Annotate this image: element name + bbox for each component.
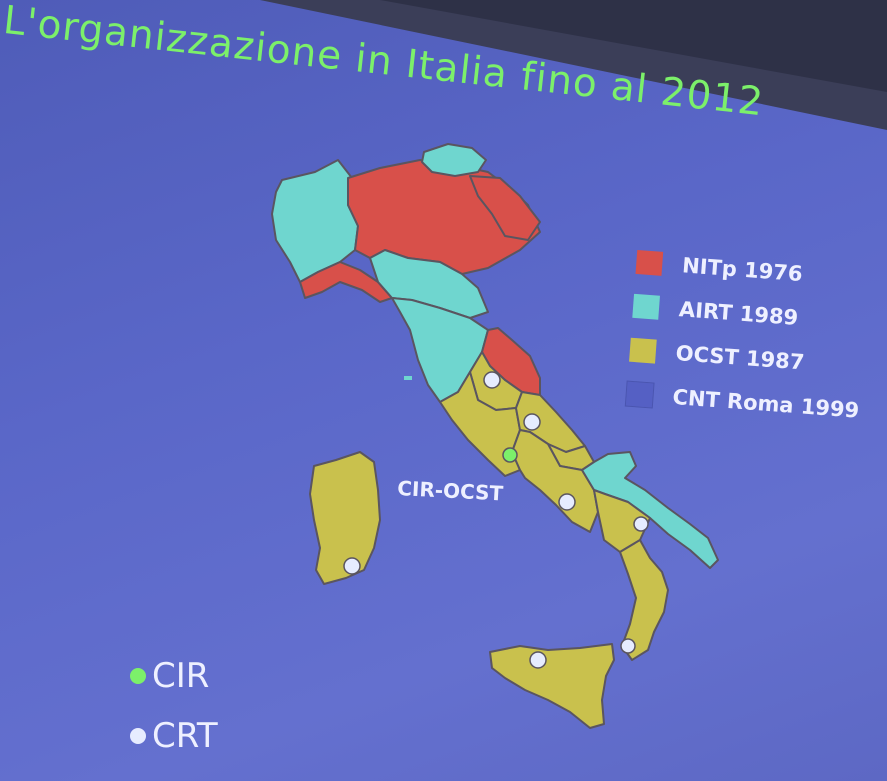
crt-dot-abruzzo: [523, 413, 541, 431]
cir-dot-lazio: [502, 447, 518, 463]
key-item-cir: CIR: [130, 656, 209, 696]
key-label: CIR: [152, 656, 210, 696]
region-sicilia: [489, 643, 615, 729]
region-sardegna: [309, 451, 381, 585]
region-liguria: [299, 261, 393, 303]
legend-swatch-cnt: [624, 380, 655, 409]
island-elba: [404, 376, 412, 380]
region-trentino: [421, 143, 487, 177]
crt-dot-sardegna: [343, 557, 361, 575]
key-item-crt: CRT: [130, 716, 218, 756]
crt-dot-sicilia: [529, 651, 547, 669]
legend-label: OCST 1987: [674, 341, 806, 375]
crt-dot-calabria: [620, 638, 636, 654]
crt-dot-umbria: [483, 371, 501, 389]
legend-swatch-nitp: [635, 249, 664, 276]
crt-dot-icon: [130, 728, 146, 744]
legend-label: CNT Roma 1999: [671, 384, 861, 423]
legend-label: NITp 1976: [681, 253, 804, 287]
key-label: CRT: [152, 716, 218, 756]
region-friuli: [469, 175, 541, 241]
cir-dot-icon: [130, 668, 146, 684]
crt-dot-campania: [558, 493, 576, 511]
region-calabria: [619, 539, 669, 661]
crt-dot-basilicata: [633, 516, 649, 532]
legend-label: AIRT 1989: [678, 297, 799, 330]
legend-swatch-ocst: [629, 337, 657, 364]
legend-swatch-airt: [632, 293, 660, 320]
legend: NITp 1976 AIRT 1989 OCST 1987 CNT Roma 1…: [624, 240, 870, 433]
